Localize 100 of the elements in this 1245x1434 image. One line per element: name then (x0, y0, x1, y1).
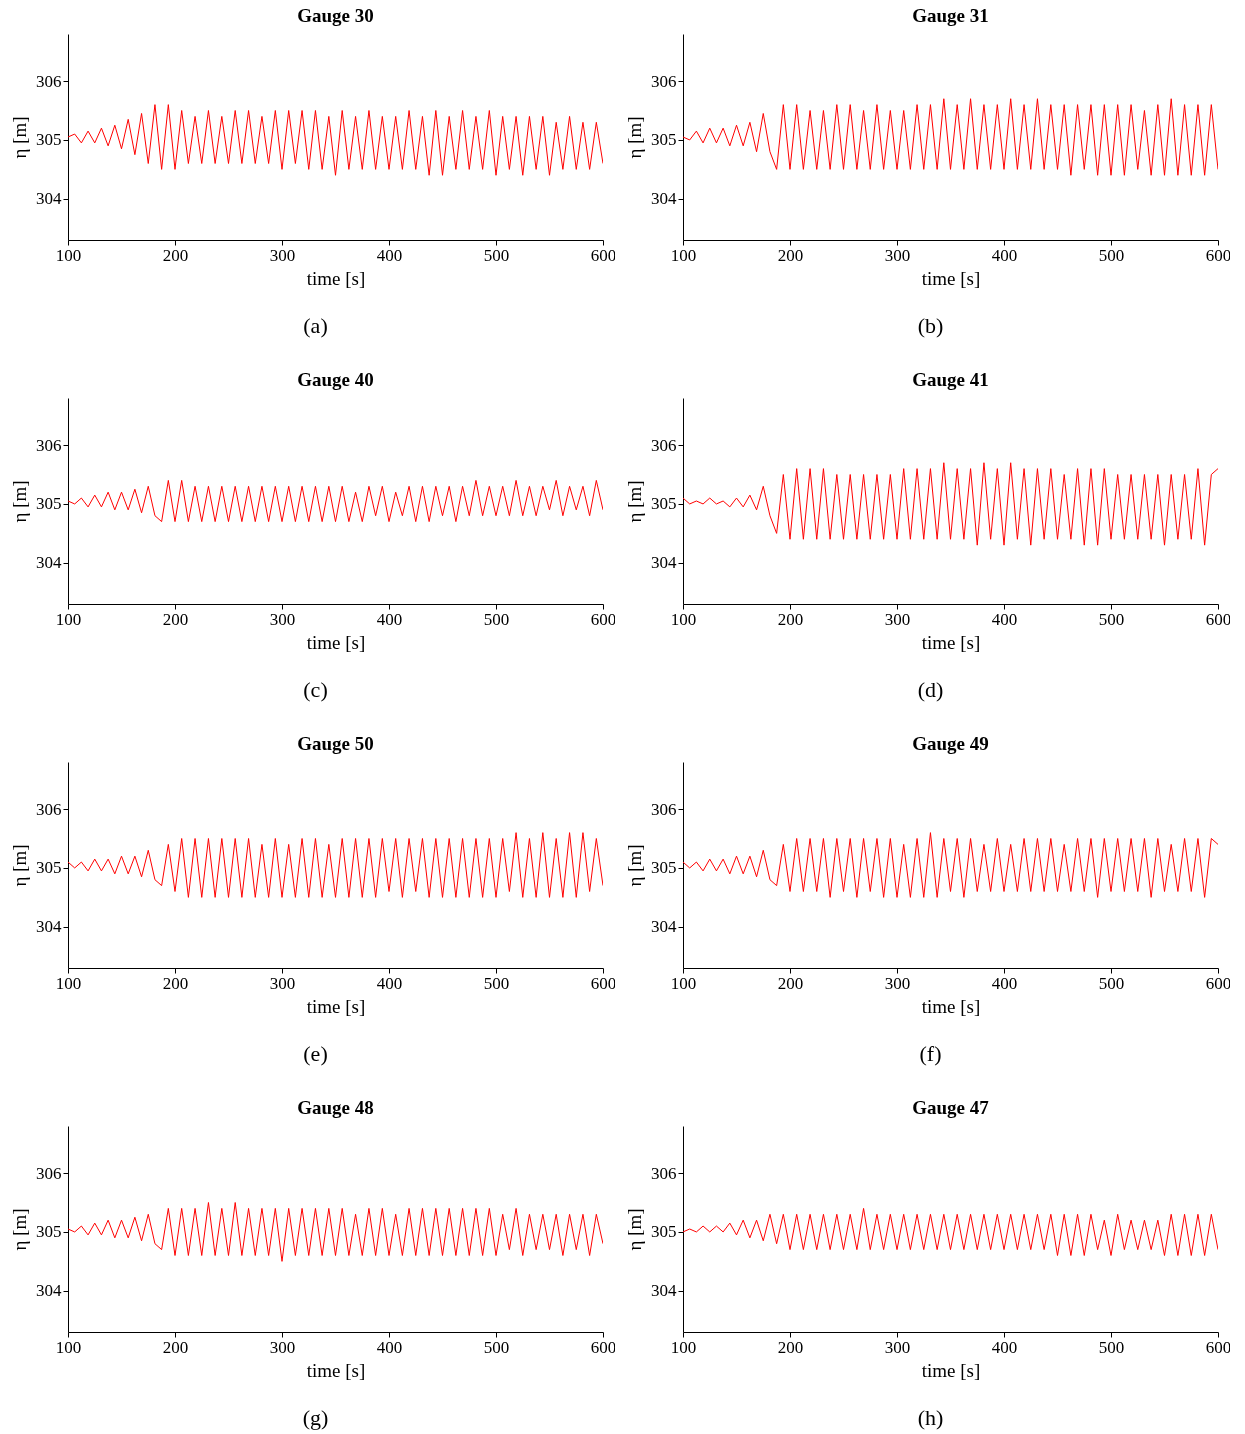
x-tick-label: 500 (1098, 1337, 1125, 1357)
x-tick-label: 500 (483, 245, 510, 265)
line-series (68, 832, 603, 898)
y-tick-label: 306 (36, 1163, 62, 1183)
y-tick-label: 305 (36, 1222, 62, 1242)
x-tick-label: 200 (777, 973, 804, 993)
y-tick-label: 305 (36, 130, 62, 150)
x-axis-title: time [s] (306, 1359, 366, 1381)
y-tick-label: 306 (651, 71, 677, 91)
x-tick-label: 100 (670, 245, 697, 265)
y-tick-label: 305 (36, 494, 62, 514)
y-tick-label: 306 (651, 435, 677, 455)
x-tick-label: 600 (590, 973, 617, 993)
y-tick-label: 305 (36, 858, 62, 878)
text: (c) (303, 677, 328, 702)
x-tick-label: 200 (777, 245, 804, 265)
y-tick-label: 306 (36, 799, 62, 819)
line-series (68, 1202, 603, 1262)
y-axis-title: η [m] (624, 480, 645, 523)
x-tick-label: 100 (55, 1337, 82, 1357)
y-tick-label: 304 (36, 189, 62, 209)
chart-title: Gauge 49 (912, 733, 989, 754)
line-series (683, 462, 1218, 546)
x-tick-label: 500 (1098, 973, 1125, 993)
y-tick-label: 305 (651, 1222, 677, 1242)
y-tick-label: 304 (36, 917, 62, 937)
chart-title: Gauge 47 (912, 1097, 990, 1118)
x-tick-label: 300 (269, 245, 296, 265)
y-axis-title: η [m] (9, 844, 30, 887)
x-axis-title: time [s] (306, 631, 366, 653)
line-series (683, 1207, 1218, 1256)
chart-title: Gauge 31 (912, 5, 989, 26)
chart-title: Gauge 30 (297, 5, 374, 26)
y-tick-label: 304 (651, 1281, 677, 1301)
x-tick-label: 100 (55, 973, 82, 993)
text: (a) (303, 313, 328, 338)
x-tick-label: 500 (483, 1337, 510, 1357)
x-tick-label: 400 (991, 609, 1018, 629)
y-tick-label: 304 (36, 553, 62, 573)
x-tick-label: 100 (670, 1337, 697, 1357)
y-tick-label: 304 (651, 553, 677, 573)
x-tick-label: 400 (376, 1337, 403, 1357)
y-tick-label: 306 (36, 71, 62, 91)
line-series (683, 98, 1218, 176)
y-tick-label: 305 (651, 130, 677, 150)
x-axis-title: time [s] (921, 631, 981, 653)
text: (b) (917, 313, 944, 338)
y-tick-label: 305 (651, 494, 677, 514)
x-axis-title: time [s] (921, 995, 981, 1017)
x-tick-label: 300 (884, 1337, 911, 1357)
x-tick-label: 300 (884, 245, 911, 265)
y-tick-label: 305 (651, 858, 677, 878)
text: (h) (917, 1405, 944, 1430)
line-series (68, 104, 603, 176)
x-tick-label: 200 (162, 1337, 189, 1357)
x-tick-label: 600 (1205, 1337, 1232, 1357)
x-tick-label: 100 (670, 973, 697, 993)
y-tick-label: 304 (651, 917, 677, 937)
x-tick-label: 500 (1098, 609, 1125, 629)
x-tick-label: 200 (162, 609, 189, 629)
x-tick-label: 600 (1205, 973, 1232, 993)
x-tick-label: 600 (1205, 245, 1232, 265)
y-axis-title: η [m] (9, 116, 30, 159)
x-tick-label: 200 (777, 609, 804, 629)
chart-title: Gauge 40 (297, 369, 374, 390)
x-axis-title: time [s] (921, 1359, 981, 1381)
x-tick-label: 200 (777, 1337, 804, 1357)
y-axis-title: η [m] (624, 844, 645, 887)
x-tick-label: 100 (55, 245, 82, 265)
x-axis-title: time [s] (921, 267, 981, 289)
x-tick-label: 300 (269, 973, 296, 993)
text: (d) (917, 677, 944, 702)
x-tick-label: 300 (884, 973, 911, 993)
y-tick-label: 306 (36, 435, 62, 455)
y-tick-label: 306 (651, 799, 677, 819)
x-tick-label: 400 (991, 245, 1018, 265)
text: (f) (919, 1041, 942, 1066)
chart-title: Gauge 50 (297, 733, 374, 754)
x-tick-label: 300 (884, 609, 911, 629)
x-tick-label: 100 (55, 609, 82, 629)
x-tick-label: 200 (162, 245, 189, 265)
x-tick-label: 600 (590, 609, 617, 629)
chart-title: Gauge 48 (297, 1097, 374, 1118)
x-tick-label: 600 (1205, 609, 1232, 629)
x-tick-label: 200 (162, 973, 189, 993)
line-series (68, 479, 603, 523)
x-tick-label: 500 (483, 609, 510, 629)
x-tick-label: 300 (269, 1337, 296, 1357)
x-tick-label: 400 (991, 1337, 1018, 1357)
x-tick-label: 400 (376, 609, 403, 629)
x-tick-label: 400 (376, 973, 403, 993)
text: (e) (303, 1041, 328, 1066)
x-tick-label: 500 (1098, 245, 1125, 265)
chart-title: Gauge 41 (912, 369, 989, 390)
x-tick-label: 400 (991, 973, 1018, 993)
y-tick-label: 304 (36, 1281, 62, 1301)
y-axis-title: η [m] (9, 1208, 30, 1251)
x-tick-label: 100 (670, 609, 697, 629)
y-axis-title: η [m] (9, 480, 30, 523)
x-tick-label: 600 (590, 245, 617, 265)
